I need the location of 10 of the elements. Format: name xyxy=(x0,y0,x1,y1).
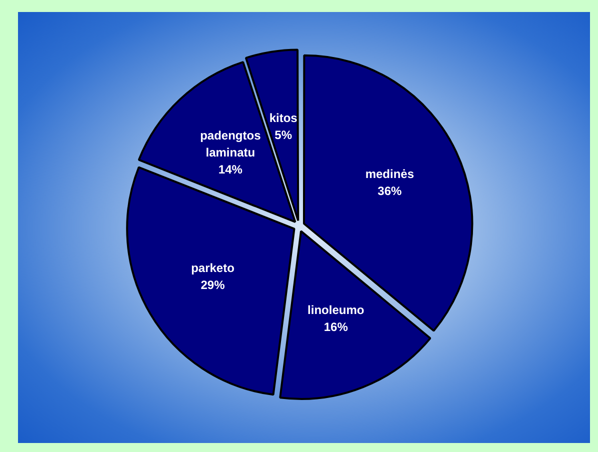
slice-label: parketo xyxy=(191,260,234,275)
slice-label: medinės xyxy=(365,167,414,182)
slice-label: padengtos laminatu xyxy=(200,128,262,160)
data-label: 14% xyxy=(218,162,243,176)
slice-label: kitos xyxy=(269,110,298,125)
data-label: 36% xyxy=(378,184,402,198)
data-label: 29% xyxy=(200,278,226,292)
data-label: 16% xyxy=(324,320,348,334)
data-label: 5% xyxy=(274,128,292,142)
slice-label: linoleumo xyxy=(308,302,364,317)
